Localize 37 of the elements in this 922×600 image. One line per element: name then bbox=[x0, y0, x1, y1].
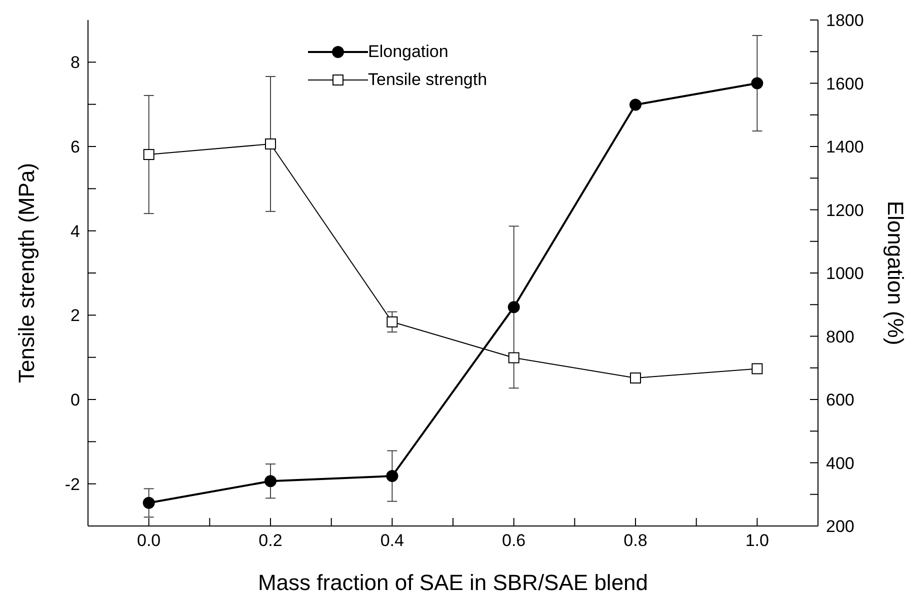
point bbox=[508, 301, 520, 314]
y2-tick-label: 1200 bbox=[826, 200, 864, 220]
y2-tick-label: 200 bbox=[826, 517, 854, 536]
point bbox=[752, 363, 763, 374]
point bbox=[508, 352, 520, 364]
y2-tick-label: 1400 bbox=[826, 138, 864, 157]
y-tick-label: 6 bbox=[70, 138, 80, 157]
y2-tick-label: 1800 bbox=[826, 11, 864, 30]
point bbox=[142, 496, 155, 509]
y-tick-label: 2 bbox=[70, 306, 80, 326]
x-tick-label: 0.8 bbox=[624, 531, 648, 550]
point bbox=[386, 316, 398, 328]
y2-tick-label: 1600 bbox=[826, 74, 864, 94]
y-tick-label: 8 bbox=[70, 53, 80, 72]
legend-label: Elongation bbox=[368, 42, 448, 62]
point bbox=[751, 77, 764, 90]
y-tick-label: 0 bbox=[70, 390, 80, 410]
y2-tick-label: 400 bbox=[826, 454, 854, 473]
legend-label: Tensile strength bbox=[368, 70, 488, 90]
y2-tick-label: 800 bbox=[826, 327, 854, 346]
point bbox=[265, 138, 276, 150]
point bbox=[386, 470, 398, 482]
y2-tick-label: 600 bbox=[826, 390, 854, 410]
y-tick-label: 4 bbox=[70, 222, 80, 241]
x-axis-title: Mass fraction of SAE in SBR/SAE blend bbox=[258, 570, 648, 595]
x-tick-label: 0.6 bbox=[502, 531, 526, 550]
x-tick-label: 0.0 bbox=[137, 531, 161, 550]
y2-tick-label: 1000 bbox=[826, 264, 864, 284]
x-tick-label: 1.0 bbox=[745, 531, 769, 550]
point bbox=[630, 98, 642, 111]
point bbox=[264, 475, 276, 488]
point bbox=[143, 149, 154, 160]
x-tick-label: 0.4 bbox=[380, 531, 404, 550]
y-axis-title: Tensile strength (MPa) bbox=[14, 162, 39, 384]
x-tick-label: 0.2 bbox=[258, 531, 282, 550]
y-tick-label: -2 bbox=[64, 474, 80, 494]
y2-axis-title: Elongation (%) bbox=[883, 200, 908, 346]
